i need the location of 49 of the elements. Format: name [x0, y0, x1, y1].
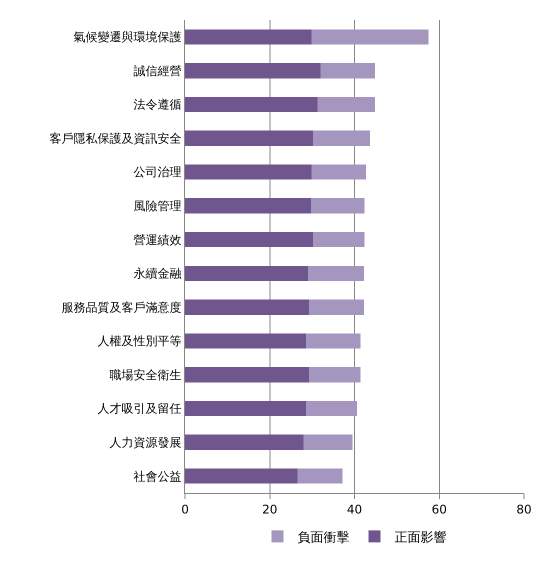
bar	[185, 198, 311, 214]
bar	[185, 232, 313, 248]
y-tick-label: 客戶隱私保護及資訊安全	[50, 131, 182, 146]
bar	[185, 400, 306, 416]
y-tick-label: 公司治理	[134, 165, 182, 180]
bar	[185, 333, 306, 349]
bar	[298, 468, 343, 484]
bar	[185, 266, 308, 281]
y-tick-label: 永續金融	[134, 266, 182, 281]
bar	[185, 29, 312, 44]
bar	[306, 333, 360, 349]
bar	[306, 400, 358, 416]
bar	[185, 300, 310, 315]
x-tick-label: 60	[432, 502, 447, 516]
bar	[309, 300, 364, 315]
y-tick-label: 營運績效	[134, 232, 182, 247]
bar	[312, 130, 370, 146]
legend-label: 正面影響	[394, 530, 446, 546]
y-tick-label: 風險管理	[134, 199, 182, 214]
bar	[309, 367, 360, 382]
bar	[318, 96, 375, 112]
x-tick-label: 80	[516, 502, 532, 516]
y-tick-label: 社會公益	[134, 469, 182, 484]
x-tick-label: 20	[262, 502, 278, 516]
bar	[312, 232, 365, 248]
bar	[185, 63, 321, 78]
legend-label: 負面衝擊	[298, 530, 350, 546]
bar	[185, 96, 318, 112]
y-tick-label: 法令遵循	[134, 98, 182, 112]
x-tick-label: 40	[346, 502, 362, 516]
y-tick-label: 氣候變遷與環境保護	[74, 30, 182, 44]
y-tick-label: 誠信經營	[134, 64, 182, 78]
bar	[185, 468, 298, 484]
x-tick-label: 0	[181, 502, 189, 516]
y-tick-label: 人才吸引及留任	[98, 402, 182, 416]
y-tick-label: 服務品質及客戶滿意度	[62, 300, 182, 314]
bar	[308, 266, 364, 281]
bar	[312, 164, 366, 180]
y-tick-label: 人力資源發展	[110, 436, 182, 450]
bar	[310, 198, 365, 214]
bar	[304, 434, 352, 450]
y-tick-label: 職場安全衛生	[110, 368, 182, 382]
bar	[320, 63, 375, 78]
bar	[185, 164, 312, 180]
bar	[312, 29, 429, 44]
bar	[185, 434, 304, 450]
y-tick-label: 人權及性別平等	[98, 334, 182, 348]
bar	[185, 367, 310, 382]
bar	[185, 130, 313, 146]
